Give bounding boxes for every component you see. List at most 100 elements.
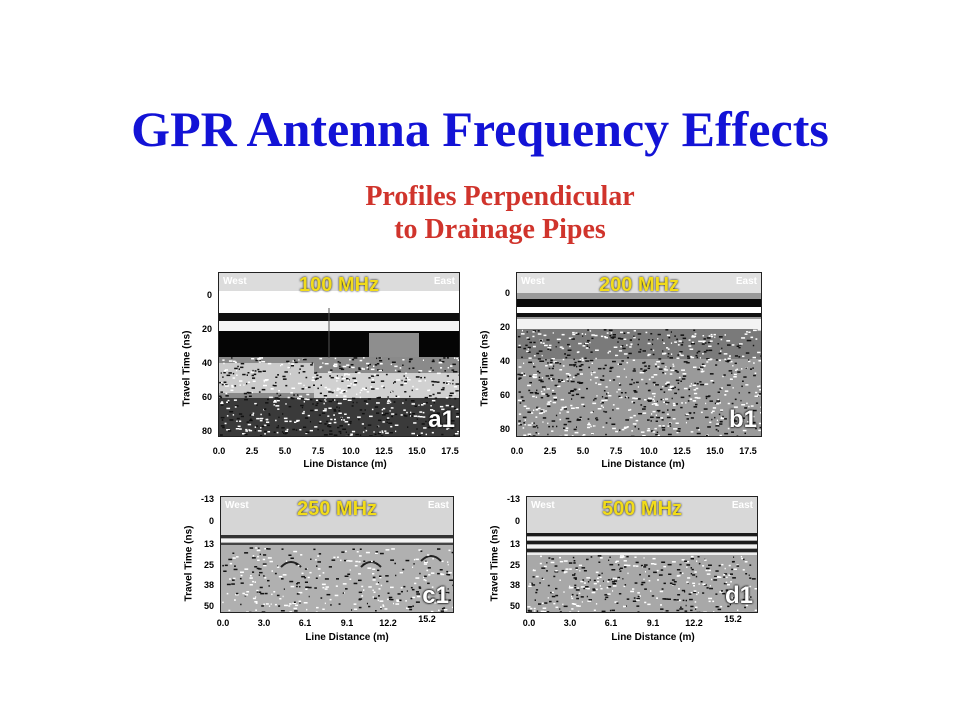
noise-speck [277,408,280,410]
noise-speck [423,575,427,578]
noise-speck [445,397,449,399]
noise-speck [640,583,644,586]
noise-speck [236,592,239,595]
noise-speck [257,357,262,360]
noise-speck [260,417,264,420]
noise-speck [537,333,542,335]
noise-speck [561,569,565,572]
noise-speck [416,434,418,436]
noise-speck [612,585,617,587]
noise-speck [643,369,648,371]
noise-speck [753,329,757,332]
noise-speck [573,603,577,605]
noise-speck [384,412,389,415]
noise-speck [455,390,459,392]
noise-speck [735,585,737,587]
noise-speck [370,368,375,371]
noise-speck [687,577,691,579]
noise-speck [705,397,708,400]
noise-speck [363,560,366,562]
noise-speck [523,362,525,365]
noise-speck [576,418,579,420]
noise-speck [439,359,442,361]
noise-speck [329,430,333,432]
noise-speck [439,569,443,571]
noise-speck [578,388,581,390]
noise-speck [617,576,621,579]
x-tick: 5.0 [278,446,292,456]
noise-speck [225,392,228,395]
noise-speck [319,392,322,395]
noise-speck [745,367,747,369]
noise-speck [624,584,627,586]
noise-speck [333,556,336,559]
y-tick: 0 [504,288,510,298]
noise-speck [432,393,435,396]
noise-speck [405,399,407,401]
noise-speck [640,404,643,406]
noise-speck [690,555,694,558]
noise-speck [372,568,376,570]
noise-speck [371,408,374,411]
noise-speck [358,368,361,371]
noise-speck [220,391,223,393]
noise-speck [240,362,245,365]
noise-speck [298,359,300,361]
noise-speck [318,414,321,416]
noise-speck [404,391,407,393]
noise-speck [274,397,279,399]
noise-speck [449,405,452,407]
noise-speck [700,581,703,583]
noise-speck [612,379,616,381]
noise-speck [333,389,335,392]
noise-speck [353,582,358,585]
noise-speck [674,341,677,343]
noise-speck [326,420,329,423]
noise-speck [572,331,575,334]
x-tick: 15.0 [706,446,724,456]
noise-speck [394,365,398,368]
noise-speck [677,594,681,596]
noise-speck [396,599,399,601]
noise-speck [363,589,365,591]
noise-speck [256,591,259,593]
noise-speck [660,608,664,610]
noise-speck [583,587,588,590]
noise-speck [579,373,583,375]
noise-speck [690,431,694,433]
noise-speck [653,403,658,405]
noise-speck [653,571,657,574]
noise-speck [650,563,655,565]
noise-speck [689,385,692,387]
noise-speck [748,359,750,361]
noise-speck [752,367,754,369]
noise-speck [389,410,391,412]
noise-speck [290,365,294,367]
noise-speck [632,370,636,372]
noise-speck [705,435,708,436]
noise-speck [527,384,531,387]
noise-speck [604,364,607,367]
noise-speck [396,379,400,381]
noise-speck [281,548,284,550]
noise-speck [600,405,603,407]
noise-speck [698,429,700,431]
noise-speck [265,402,269,404]
noise-speck [554,565,558,567]
noise-speck [246,374,248,376]
noise-speck [676,430,681,432]
noise-speck [358,606,362,609]
noise-speck [551,358,555,360]
noise-speck [690,417,694,419]
noise-speck [663,582,666,585]
noise-speck [714,402,717,405]
noise-speck [584,333,587,335]
noise-speck [699,366,704,368]
noise-speck [441,607,444,610]
noise-speck [347,373,351,376]
noise-speck [567,375,569,378]
noise-speck [259,586,263,589]
noise-speck [339,432,342,435]
noise-speck [426,569,429,572]
noise-speck [717,608,722,611]
